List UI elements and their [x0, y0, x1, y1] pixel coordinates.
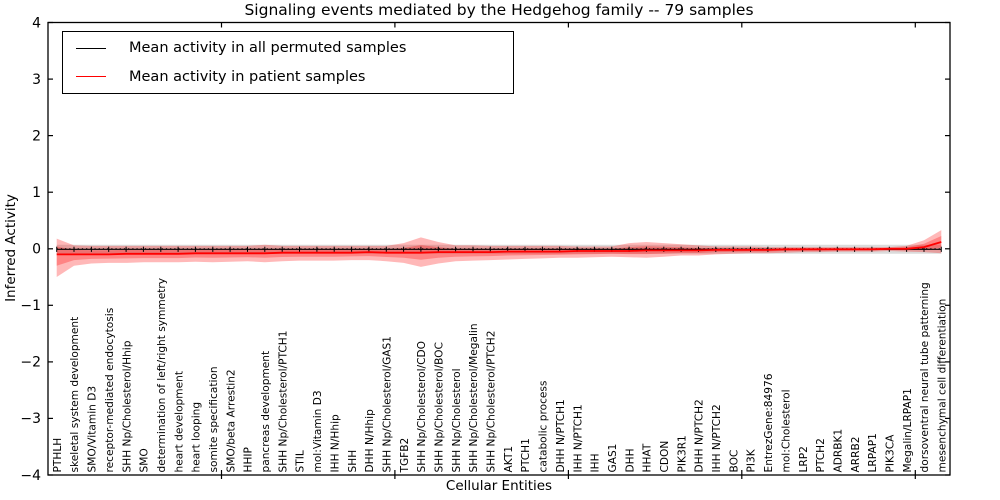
- patient-mean-line: [56, 241, 942, 256]
- y-tick-label: −2: [20, 355, 41, 371]
- x-category-label: SHH Np/Cholesterol/PTCH1: [277, 331, 289, 473]
- x-category-label: LRPAP1: [867, 433, 879, 472]
- x-category-label: PI3K: [746, 448, 758, 472]
- x-category-label: SMO: [139, 448, 151, 472]
- permuted-mean-line-sample: [76, 47, 106, 49]
- x-category-label: catabolic process: [538, 381, 550, 473]
- x-category-label: SMO/Vitamin D3: [87, 386, 99, 473]
- x-category-label: SHH Np/Cholesterol/Megalin: [468, 323, 480, 472]
- patient-inner-band: [56, 236, 942, 266]
- x-category-label: IHH N/PTCH1: [572, 404, 584, 472]
- x-category-label: PIK3CA: [885, 434, 897, 473]
- x-category-label: IHH N/PTCH2: [711, 404, 723, 472]
- legend-row-permuted: Mean activity in all permuted samples: [63, 40, 513, 56]
- y-tick-label: 2: [32, 128, 41, 144]
- x-category-label: HHAT: [642, 443, 654, 472]
- x-category-label: SHH Np/Cholesterol/Hhip: [121, 340, 133, 472]
- x-category-label: Megalin/LRPAP1: [902, 388, 914, 472]
- x-category-label: DHH N/Hhip: [364, 409, 376, 473]
- x-category-label: somite specification: [208, 366, 220, 472]
- x-category-label: heart development: [173, 371, 185, 472]
- x-category-label: LRP2: [798, 446, 810, 472]
- y-tick-label: −3: [20, 411, 41, 427]
- x-category-label: SHH Np/Cholesterol/GAS1: [381, 336, 393, 473]
- x-category-label: PIK3R1: [676, 435, 688, 472]
- x-category-label: receptor-mediated endocytosis: [104, 308, 116, 473]
- y-tick-label: 0: [32, 242, 41, 258]
- x-category-label: ARRB2: [850, 437, 862, 473]
- chart-title: Signaling events mediated by the Hedgeho…: [244, 1, 754, 19]
- x-category-label: SMO/beta Arrestin2: [225, 369, 237, 472]
- x-category-label: skeletal system development: [69, 317, 81, 473]
- chart-legend: Mean activity in all permuted samples Me…: [62, 31, 514, 94]
- y-tick-label: −1: [20, 298, 41, 314]
- x-category-label: mol:Cholesterol: [780, 389, 792, 472]
- x-category-label: CDON: [659, 441, 671, 473]
- y-axis-label: Inferred Activity: [3, 194, 19, 302]
- x-category-label: mol:Vitamin D3: [312, 390, 324, 472]
- x-category-label: SHH Np/Cholesterol/PTCH2: [486, 331, 498, 473]
- y-tick-label: 1: [32, 185, 41, 201]
- x-category-label: SHH: [347, 450, 359, 473]
- x-category-label: STIL: [295, 450, 307, 472]
- x-category-label: TGFB2: [399, 438, 411, 474]
- patient-mean-line-sample: [76, 76, 106, 78]
- x-category-label: dorsoventral neural tube patterning: [919, 282, 931, 472]
- x-category-label: IHH: [590, 453, 602, 472]
- x-category-label: IHH N/Hhip: [329, 414, 341, 473]
- x-category-label: mesenchymal cell differentiation: [937, 299, 949, 473]
- x-category-label: BOC: [728, 450, 740, 473]
- x-category-label: HHIP: [243, 446, 255, 472]
- x-category-label: DHH N/PTCH2: [694, 399, 706, 472]
- x-category-label: PTCH2: [815, 438, 827, 472]
- y-tick-label: 4: [32, 15, 41, 31]
- x-category-label: PTHLH: [52, 438, 64, 473]
- x-category-label: GAS1: [607, 444, 619, 473]
- y-tick-label: 3: [32, 72, 41, 88]
- patient-std-band: [56, 230, 942, 277]
- x-category-label: PTCH1: [520, 438, 532, 472]
- x-category-label: DHH N/PTCH1: [555, 399, 567, 472]
- x-category-label: determination of left/right symmetry: [156, 278, 168, 473]
- x-category-label: heart looping: [191, 402, 203, 473]
- legend-label-patient: Mean activity in patient samples: [129, 68, 366, 85]
- x-category-label: ADRBK1: [833, 429, 845, 473]
- legend-row-patient: Mean activity in patient samples: [63, 69, 513, 85]
- legend-label-permuted: Mean activity in all permuted samples: [129, 40, 407, 57]
- x-category-label: DHH: [624, 448, 636, 472]
- y-tick-label: −4: [20, 468, 41, 484]
- x-category-label: SHH Np/Cholesterol/CDO: [416, 341, 428, 473]
- x-axis-label: Cellular Entities: [445, 478, 553, 494]
- x-category-label: EntrezGene:84976: [763, 373, 775, 472]
- x-category-label: AKT1: [503, 446, 515, 473]
- x-category-label: pancreas development: [260, 351, 272, 473]
- x-category-label: SHH Np/Cholesterol/BOC: [434, 342, 446, 472]
- x-category-label: SHH Np/Cholesterol: [451, 368, 463, 472]
